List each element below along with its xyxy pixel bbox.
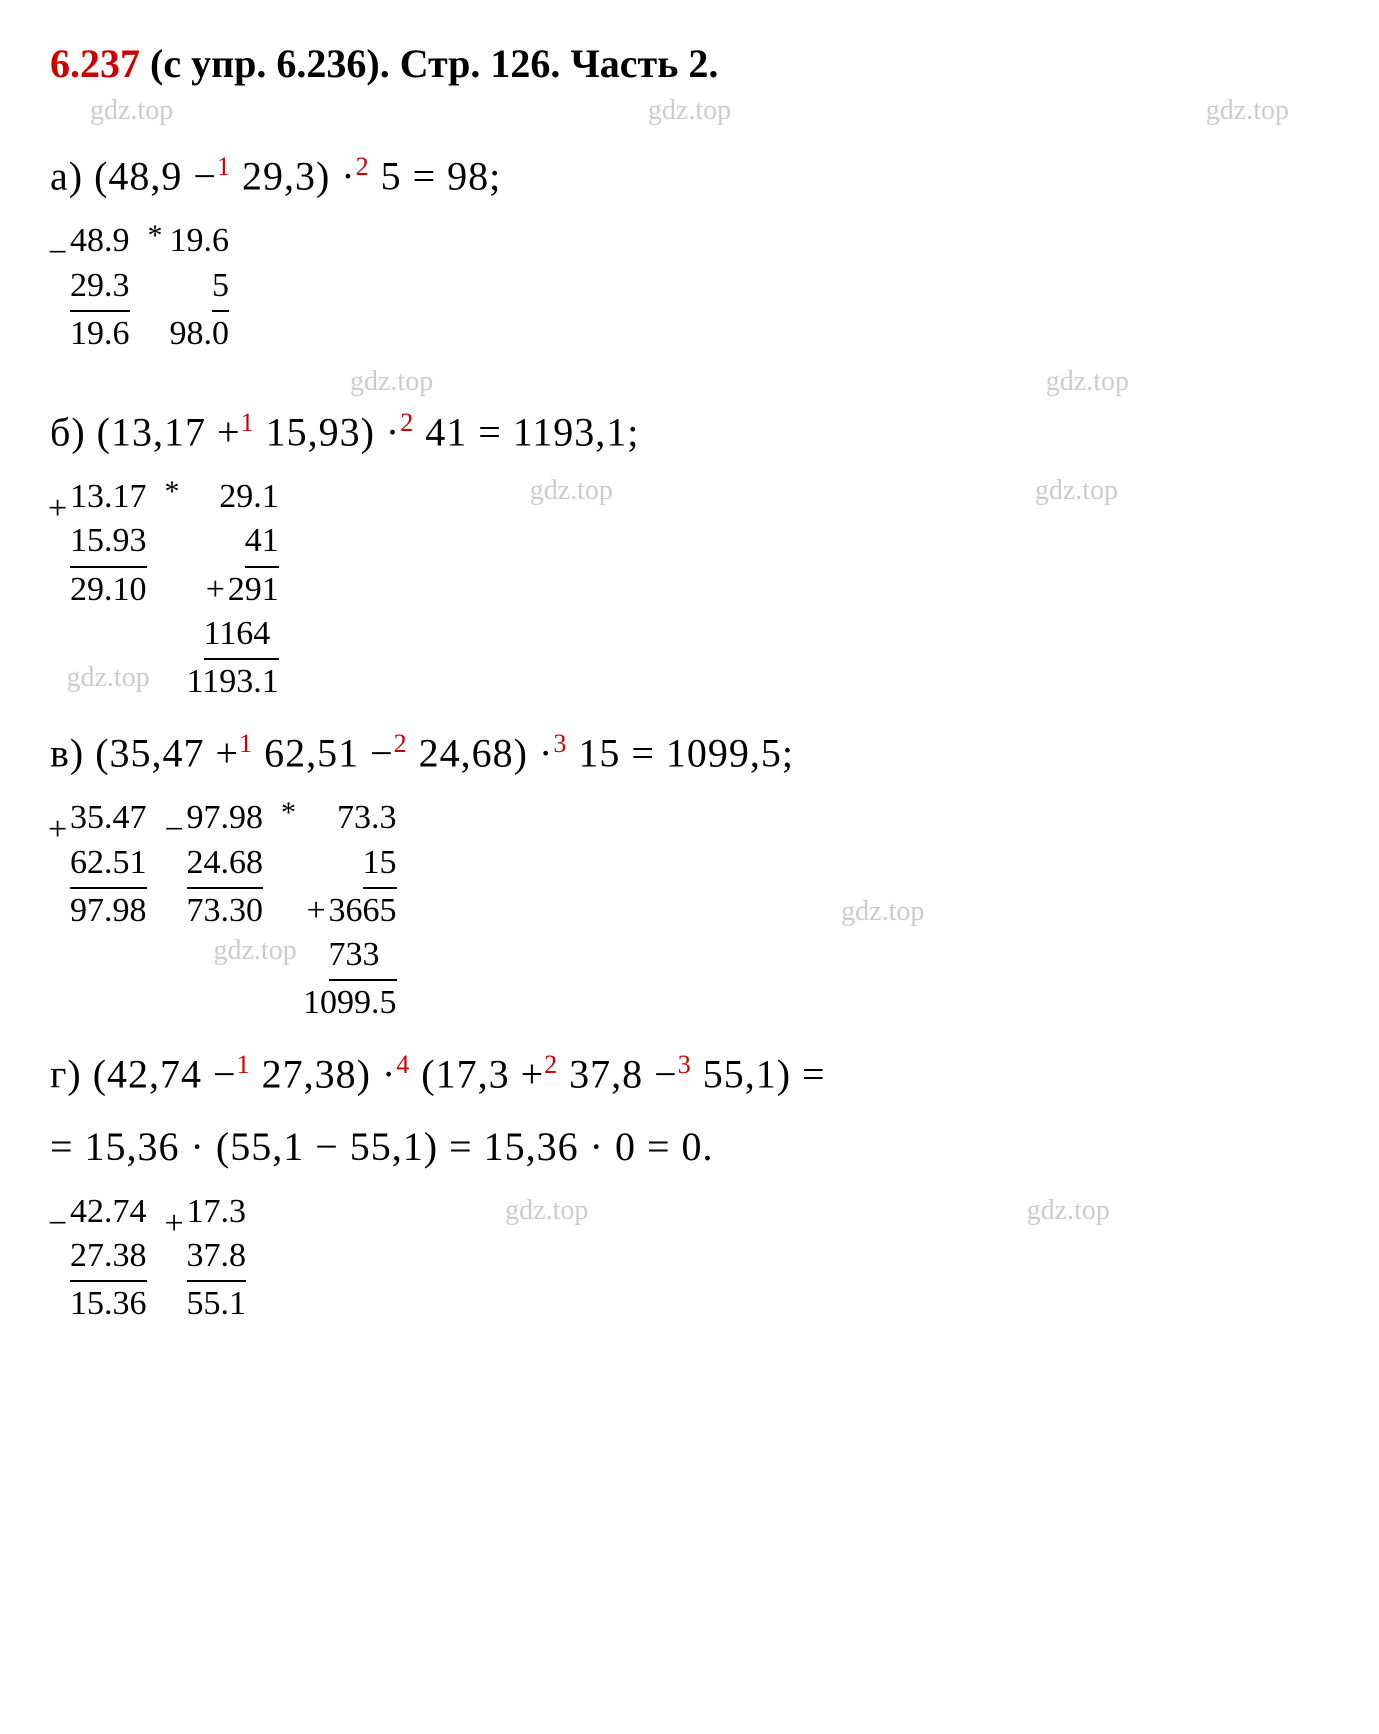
step-marker: 1 xyxy=(239,729,253,758)
expression-d-line1: г) (42,74 −1 27,38) ·4 (17,3 +2 37,8 −3 … xyxy=(50,1050,1329,1097)
plus-sign: + xyxy=(307,889,326,933)
page-header: 6.237 (с упр. 6.236). Стр. 126. Часть 2. xyxy=(50,40,1329,87)
plus-sign: + xyxy=(165,1205,184,1243)
watermark: gdz.top xyxy=(1027,1195,1110,1227)
header-part: Часть 2. xyxy=(570,41,718,86)
watermark: gdz.top xyxy=(214,933,297,969)
minus-sign: − xyxy=(48,234,67,272)
multiply-sign: * xyxy=(165,475,180,509)
watermark: gdz.top xyxy=(90,95,173,127)
plus-sign: + xyxy=(48,490,67,528)
watermark: gdz.top xyxy=(1206,95,1289,127)
multiply-sign: * xyxy=(148,219,163,253)
watermark: gdz.top xyxy=(1035,475,1118,507)
expression-b: б) (13,17 +1 15,93) ·2 41 = 1193,1; xyxy=(50,408,1329,455)
problem-b: gdz.top gdz.top б) (13,17 +1 15,93) ·2 4… xyxy=(50,366,1329,704)
watermark: gdz.top xyxy=(841,896,924,928)
step-marker: 2 xyxy=(400,408,414,437)
step-marker: 2 xyxy=(544,1050,558,1079)
problem-number: 6.237 xyxy=(50,41,140,86)
watermark: gdz.top xyxy=(350,366,433,398)
step-marker: 1 xyxy=(241,408,255,437)
header-page: Стр. 126. xyxy=(400,41,571,86)
calculation-b: + 13.17 15.93 29.10 * 29.1 41 +291 1164 … xyxy=(70,475,1329,704)
step-marker: 3 xyxy=(553,729,567,758)
plus-sign: + xyxy=(206,568,225,612)
watermark: gdz.top xyxy=(67,660,150,696)
expression-c: в) (35,47 +1 62,51 −2 24,68) ·3 15 = 109… xyxy=(50,729,1329,776)
step-marker: 2 xyxy=(394,729,408,758)
watermark: gdz.top xyxy=(505,1195,588,1227)
calculation-a: − 48.9 29.3 19.6 * 19.6 5 98.0 xyxy=(70,219,1329,356)
step-marker: 1 xyxy=(237,1050,251,1079)
problem-a: а) (48,9 −1 29,3) ·2 5 = 98; − 48.9 29.3… xyxy=(50,152,1329,356)
problem-c: в) (35,47 +1 62,51 −2 24,68) ·3 15 = 109… xyxy=(50,729,1329,1025)
minus-sign: − xyxy=(165,811,184,849)
problem-d: г) (42,74 −1 27,38) ·4 (17,3 +2 37,8 −3 … xyxy=(50,1050,1329,1326)
header-parenthetical: (с упр. 6.236). xyxy=(140,41,400,86)
step-marker: 4 xyxy=(396,1050,410,1079)
multiply-sign: * xyxy=(281,796,296,830)
expression-d-line2: = 15,36 · (55,1 − 55,1) = 15,36 · 0 = 0. xyxy=(50,1123,1329,1170)
expression-a: а) (48,9 −1 29,3) ·2 5 = 98; xyxy=(50,152,1329,199)
step-marker: 3 xyxy=(678,1050,692,1079)
watermark-row: gdz.top gdz.top xyxy=(50,366,1329,398)
calculation-d: − 42.74 27.38 15.36 + 17.3 37.8 55.1 gdz… xyxy=(70,1190,1329,1327)
watermark: gdz.top xyxy=(1046,366,1129,398)
watermark-row: gdz.top gdz.top gdz.top xyxy=(50,95,1329,127)
watermark: gdz.top xyxy=(648,95,731,127)
calculation-c: + 35.47 62.51 97.98 − 97.98 24.68 73.30 … xyxy=(70,796,1329,1025)
step-marker: 1 xyxy=(217,152,231,181)
plus-sign: + xyxy=(48,811,67,849)
watermark: gdz.top xyxy=(530,475,613,507)
step-marker: 2 xyxy=(356,152,370,181)
minus-sign: − xyxy=(48,1205,67,1243)
